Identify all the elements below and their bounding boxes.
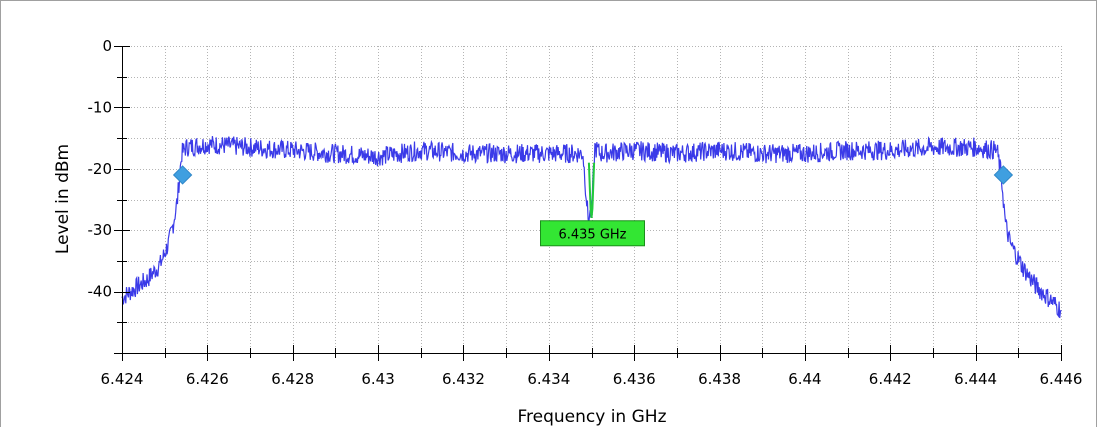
marker-diamond: [172, 165, 193, 185]
annotations: 6.435 GHz: [540, 220, 645, 247]
marker-frequency-label-box: [540, 220, 645, 247]
markers: [172, 165, 1014, 185]
grid: [122, 46, 1062, 354]
series-line-2: [587, 162, 596, 218]
plot-area: [122, 46, 1061, 353]
y-axis-label: Level in dBm: [53, 144, 73, 254]
y-tick-label: -10: [88, 98, 113, 116]
x-tick-label: 6.432: [442, 370, 485, 388]
x-tick-label: 6.424: [101, 370, 144, 388]
traces: [121, 136, 1062, 319]
ticks: 0 -10 -20 -30 -40 6.424 6.426 6.428 6.43 6.432 6.4…: [88, 37, 1083, 388]
marker-diamond: [993, 165, 1014, 185]
y-tick-label: -40: [88, 283, 113, 301]
x-tick-label: 6.43: [361, 370, 394, 388]
x-tick-label: 6.434: [527, 370, 570, 388]
x-tick-label: 6.444: [954, 370, 997, 388]
y-tick-label: 0: [102, 37, 112, 55]
x-axis-label: Frequency in GHz: [517, 407, 666, 427]
x-tick-label: 6.446: [1040, 370, 1083, 388]
x-tick-label: 6.426: [186, 370, 229, 388]
y-tick-label: -20: [88, 160, 113, 178]
axes: [122, 46, 1061, 354]
x-tick-label: 6.44: [788, 370, 821, 388]
y-tick-label: -30: [88, 221, 113, 239]
x-tick-label: 6.428: [271, 370, 314, 388]
marker-frequency-label: 6.435 GHz: [558, 227, 626, 242]
x-tick-label: 6.442: [869, 370, 912, 388]
x-tick-label: 6.436: [613, 370, 656, 388]
x-tick-label: 6.438: [698, 370, 741, 388]
